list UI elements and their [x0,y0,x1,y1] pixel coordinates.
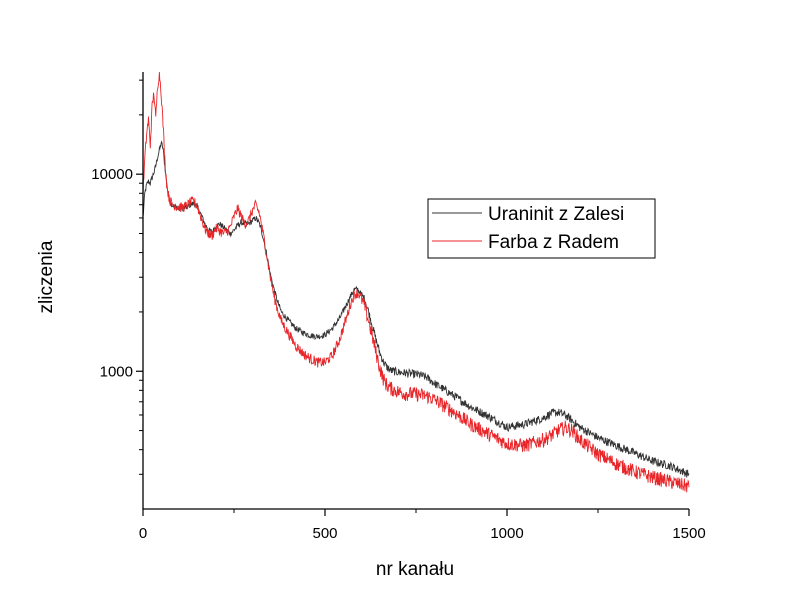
legend-label-uraninit: Uraninit z Zalesi [488,204,624,225]
x-axis: 0 500 1000 1500 [139,508,706,542]
x-axis-title: nr kanału [376,559,454,580]
legend-label-farba: Farba z Radem [488,232,619,253]
x-tick-label: 1500 [672,525,705,542]
series-line-farba [142,71,690,493]
x-tick-label: 0 [139,525,147,542]
x-tick-label: 1000 [490,525,523,542]
legend: Uraninit z Zalesi Farba z Radem [427,198,656,259]
legend-box [427,198,656,259]
x-tick-label: 500 [312,525,337,542]
y-tick-label: 10000 [91,166,133,183]
y-axis-title: zliczenia [36,240,57,313]
y-axis: 1000 10000 [91,72,144,509]
y-tick-label: 1000 [100,363,133,380]
series-line-uraninit [142,140,690,478]
series-layer [142,71,690,493]
x-ticks: 0 500 1000 1500 [139,509,706,542]
y-ticks: 1000 10000 [91,79,143,475]
